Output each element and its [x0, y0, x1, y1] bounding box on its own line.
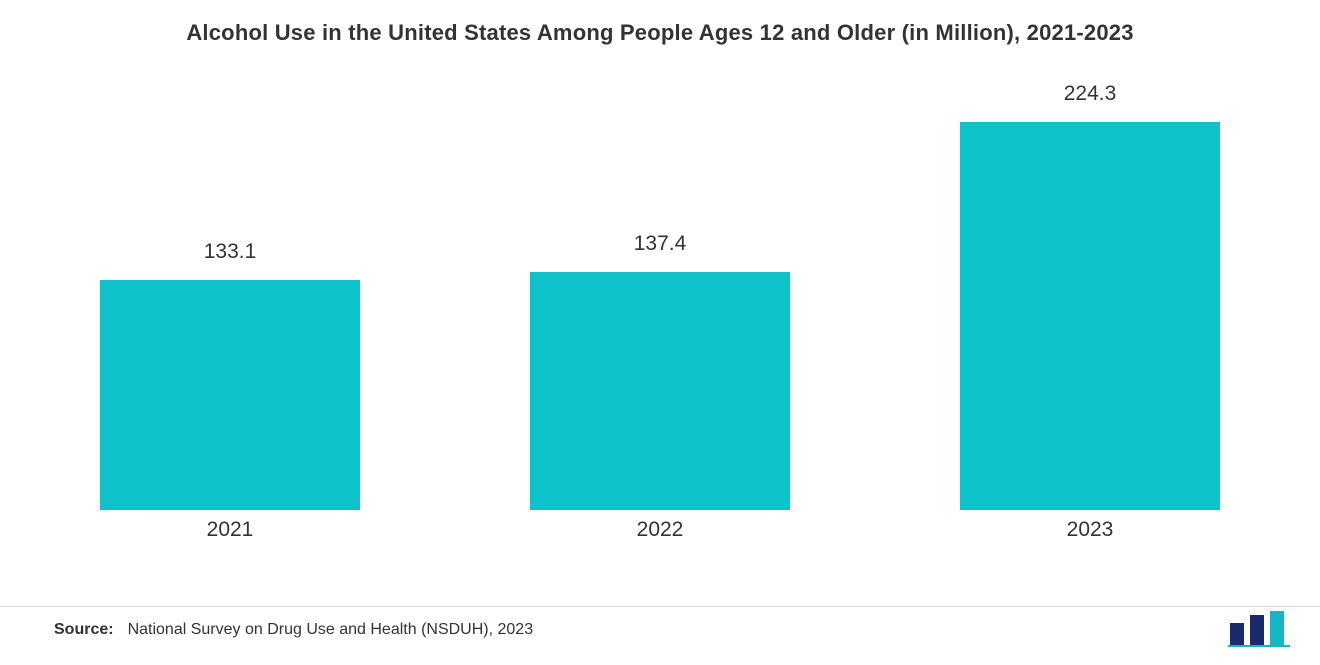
- x-axis-label: 2021: [100, 518, 360, 542]
- bar: [530, 272, 790, 510]
- x-axis-label: 2022: [530, 518, 790, 542]
- source-text: National Survey on Drug Use and Health (…: [128, 621, 534, 639]
- bar-slot: 133.1: [100, 95, 360, 510]
- bar-value-label: 137.4: [530, 232, 790, 272]
- chart-title: Alcohol Use in the United States Among P…: [0, 20, 1320, 46]
- brand-logo-icon: [1228, 611, 1290, 647]
- plot-area: 133.1 137.4 224.3: [80, 95, 1240, 510]
- x-axis-label: 2023: [960, 518, 1220, 542]
- source-label: Source:: [54, 621, 114, 639]
- divider: [0, 606, 1320, 607]
- bar-value-label: 224.3: [960, 82, 1220, 122]
- source-row: Source: National Survey on Drug Use and …: [54, 621, 533, 639]
- bar: [960, 122, 1220, 510]
- bar-slot: 137.4: [530, 95, 790, 510]
- bar: [100, 280, 360, 510]
- bar-slot: 224.3: [960, 95, 1220, 510]
- bar-value-label: 133.1: [100, 240, 360, 280]
